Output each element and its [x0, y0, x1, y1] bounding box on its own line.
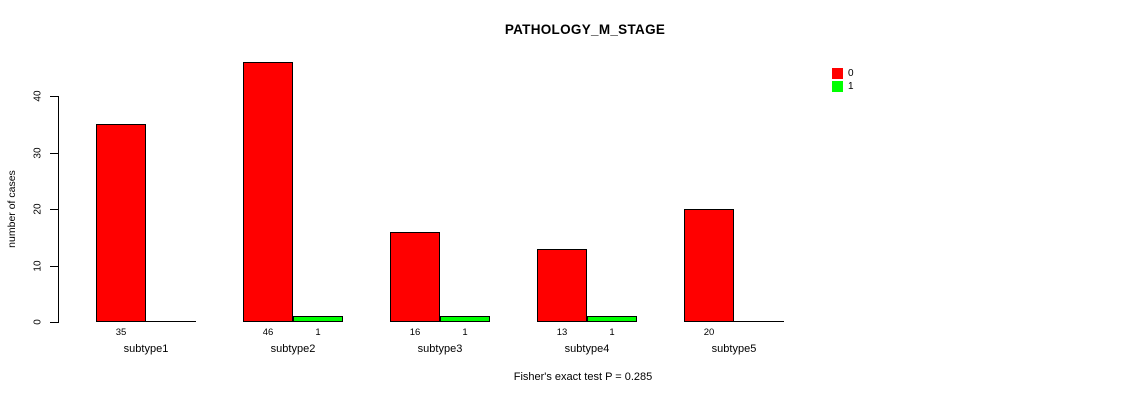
bar-value-label: 46	[262, 327, 274, 338]
bar-value-label: 16	[409, 327, 421, 338]
y-tick-label: 30	[32, 147, 44, 159]
category-label: subtype4	[564, 343, 610, 355]
bar-value-label: 1	[609, 327, 615, 338]
y-tick	[50, 96, 58, 97]
bar-0-subtype3	[390, 232, 440, 322]
bar-value-label: 1	[462, 327, 468, 338]
y-tick-label: 40	[32, 90, 44, 102]
bar-1-subtype3	[440, 316, 490, 322]
legend-swatch	[832, 68, 843, 79]
chart-title: PATHOLOGY_M_STAGE	[504, 22, 666, 37]
legend-label: 1	[848, 81, 854, 92]
y-tick	[50, 266, 58, 267]
bar-value-label: 20	[703, 327, 715, 338]
bar-value-label: 1	[315, 327, 321, 338]
y-tick-label: 0	[32, 319, 44, 325]
bar-0-subtype4	[537, 249, 587, 322]
y-tick-label: 10	[32, 260, 44, 272]
legend-label: 0	[848, 68, 854, 79]
legend-item: 0	[832, 68, 872, 80]
y-tick	[50, 209, 58, 210]
category-label: subtype3	[417, 343, 463, 355]
x-baseline-segment	[684, 321, 784, 322]
y-tick	[50, 153, 58, 154]
bar-0-subtype5	[684, 209, 734, 322]
category-label: subtype5	[711, 343, 757, 355]
bar-1-subtype2	[293, 316, 343, 322]
category-label: subtype1	[123, 343, 169, 355]
bar-value-label: 35	[115, 327, 127, 338]
legend-swatch	[832, 81, 843, 92]
bar-0-subtype2	[243, 62, 293, 322]
caption: Fisher's exact test P = 0.285	[513, 371, 653, 383]
bar-value-label: 13	[556, 327, 568, 338]
bar-0-subtype1	[96, 124, 146, 322]
bar-1-subtype4	[587, 316, 637, 322]
y-axis-line	[58, 96, 59, 323]
legend-item: 1	[832, 81, 872, 93]
y-tick	[50, 322, 58, 323]
y-tick-label: 20	[32, 203, 44, 215]
category-label: subtype2	[270, 343, 316, 355]
x-baseline-segment	[96, 321, 196, 322]
